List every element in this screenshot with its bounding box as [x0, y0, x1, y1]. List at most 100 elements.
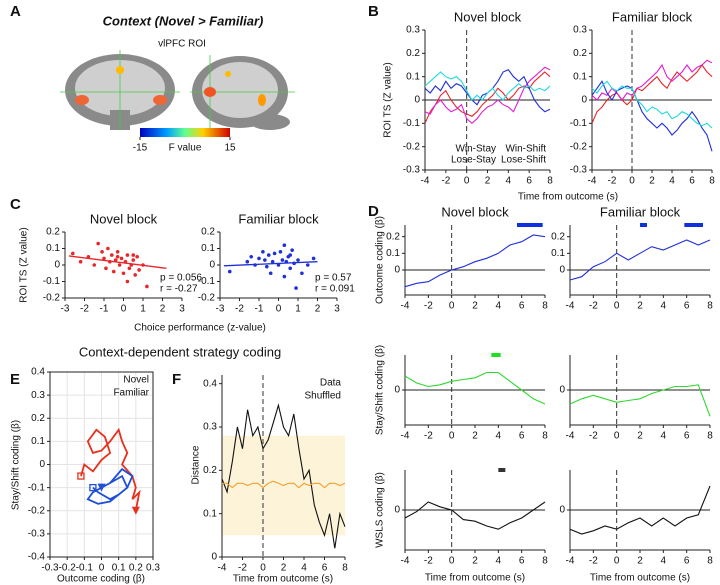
- x-tick-label: 4: [661, 431, 667, 442]
- panel-letter: D: [368, 203, 379, 220]
- point: [290, 248, 294, 252]
- x-tick-label: 4: [661, 556, 667, 567]
- panel-letter: C: [10, 196, 21, 213]
- line: [569, 239, 711, 281]
- y-tick-label: 0: [54, 260, 60, 271]
- panel: -4 -2 0 2 4 6 8 0: [559, 355, 713, 442]
- panel-letter: E: [10, 371, 20, 388]
- x-tick-label: -2: [424, 301, 433, 312]
- legend-entry: Shuffled: [304, 391, 341, 402]
- x-tick-label: -2: [589, 556, 598, 567]
- x-tick-label: 6: [519, 556, 525, 567]
- legend-entry: Lose-Stay: [451, 155, 496, 166]
- panel: B Novel block Time from outcome (s) ROI TS …: [368, 3, 618, 203]
- panel: Familiar block -4 -2 0 2 4 6 8 0 0.1 0.2: [551, 204, 713, 311]
- legend-entry: Novel: [123, 375, 149, 386]
- point: [261, 250, 265, 254]
- point: [288, 253, 293, 257]
- point: [270, 259, 275, 264]
- line: [424, 71, 551, 101]
- annotation: p = 0.056: [160, 273, 202, 284]
- y-tick-label: -0.4: [28, 552, 46, 563]
- end-marker: [97, 483, 106, 492]
- point: [245, 259, 250, 264]
- x-tick-label: 8: [542, 556, 548, 567]
- y-tick-label: 0: [559, 265, 565, 276]
- y-tick-label: 0.3: [203, 422, 217, 433]
- significance-bar: [491, 353, 501, 357]
- chart-title: Familiar block: [238, 211, 319, 226]
- y-tick-label: 0.2: [201, 227, 215, 238]
- y-tick-label: -0.2: [570, 141, 588, 152]
- legend-entry: Familiar: [113, 388, 149, 399]
- line: [591, 64, 713, 124]
- y-tick-label: 0.3: [573, 25, 587, 36]
- x-tick-label: -4: [401, 556, 410, 567]
- point: [288, 266, 293, 271]
- x-tick-label: 8: [707, 301, 713, 312]
- x-tick-label: 0: [276, 304, 282, 315]
- y-tick-label: 0.3: [31, 390, 45, 401]
- panel: F Time from outcome (s) Distance -4 -2 0 2 4 6 8 0…: [172, 371, 348, 585]
- line: [404, 371, 546, 405]
- x-tick-label: 2: [281, 563, 287, 574]
- x-tick-label: -2: [589, 301, 598, 312]
- y-tick-label: 0.1: [551, 248, 565, 259]
- point: [115, 250, 120, 254]
- panel-letter: A: [10, 3, 21, 20]
- panel: A Context (Novel > Familiar) vlPFC ROI -15 1…: [10, 3, 263, 154]
- point: [265, 264, 269, 269]
- line: [591, 80, 713, 129]
- x-tick-label: 0: [449, 556, 455, 567]
- x-tick-label: -4: [421, 176, 430, 187]
- x-tick-label: 1: [295, 304, 301, 315]
- x-tick-label: 6: [689, 176, 695, 187]
- point: [125, 279, 130, 284]
- x-tick-label: 0: [614, 301, 620, 312]
- y-tick-label: 0.1: [46, 243, 60, 254]
- axes: [64, 232, 182, 299]
- panel: Time from outcome (s) -4 -2 0 2 4 6 8 0: [559, 470, 713, 584]
- x-tick-label: 2: [637, 301, 643, 312]
- point: [272, 251, 277, 256]
- point: [110, 253, 114, 257]
- x-tick-label: 0: [629, 176, 635, 187]
- x-tick-label: -2: [238, 563, 247, 574]
- x-axis-label: Time from outcome (s): [233, 574, 333, 585]
- x-tick-label: 2: [315, 304, 321, 315]
- x-tick-label: 3: [334, 304, 340, 315]
- x-tick-label: 6: [684, 556, 690, 567]
- colorbar-label: F value: [169, 143, 202, 154]
- x-tick-label: 2: [637, 431, 643, 442]
- x-tick-label: 0: [260, 563, 266, 574]
- point: [249, 254, 253, 259]
- point: [145, 284, 149, 289]
- y-tick-label: 0: [209, 260, 215, 271]
- point: [92, 263, 97, 267]
- y-tick-label: 0.2: [406, 48, 420, 59]
- x-tick-label: 0: [121, 304, 127, 315]
- chart-title: Novel block: [90, 211, 158, 226]
- y-axis-label: ROI TS (Z value): [19, 227, 30, 302]
- x-tick-label: 6: [684, 301, 690, 312]
- significance-bar: [517, 223, 543, 227]
- y-tick-label: -0.3: [28, 529, 46, 540]
- point: [257, 256, 261, 261]
- tick-label: -15: [133, 143, 148, 154]
- point: [282, 274, 287, 279]
- tick-label: 15: [224, 143, 236, 154]
- point: [115, 254, 120, 259]
- x-axis-label: Choice performance (z-value): [134, 323, 266, 334]
- x-tick-label: 0: [449, 431, 455, 442]
- y-tick-label: 0: [581, 95, 587, 106]
- legend-entry: Data: [320, 378, 342, 389]
- significance-bar: [640, 223, 647, 227]
- panel-letter: F: [172, 371, 181, 388]
- annotation: vlPFC ROI: [158, 39, 206, 50]
- x-axis-label: Time from outcome (s): [590, 573, 690, 584]
- x-tick-label: 0: [464, 176, 470, 187]
- end-marker: [131, 506, 140, 515]
- axes: [591, 30, 712, 171]
- point: [294, 286, 298, 290]
